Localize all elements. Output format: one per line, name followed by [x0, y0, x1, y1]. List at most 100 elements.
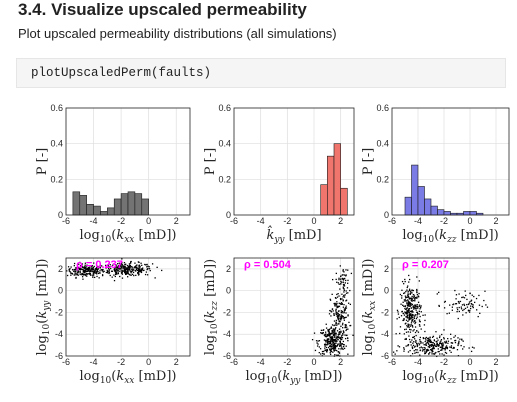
scatter-point: [332, 351, 334, 353]
scatter-point: [338, 277, 340, 279]
scatter-point: [130, 266, 133, 268]
scatter-point: [92, 275, 94, 277]
scatter-point: [414, 352, 416, 354]
scatter-point: [120, 268, 122, 270]
scatter-point: [465, 294, 467, 297]
scatter-point: [335, 334, 337, 336]
scatter-point: [316, 342, 318, 344]
scatter-point: [333, 330, 335, 332]
scatter-point: [450, 351, 452, 353]
scatter-point: [403, 348, 405, 350]
scatter-point: [440, 346, 442, 348]
scatter-point: [125, 272, 127, 274]
scatter-point: [432, 342, 434, 344]
scatter-point: [332, 341, 334, 344]
scatter-point: [344, 324, 346, 326]
scatter-point: [116, 273, 118, 275]
scatter-point: [75, 277, 77, 279]
scatter-point: [405, 337, 407, 340]
scatter-point: [335, 297, 337, 299]
scatter-point: [339, 345, 341, 347]
scatter-point: [471, 346, 474, 348]
scatter-point: [128, 263, 131, 265]
scatter-point: [422, 342, 424, 344]
scatter-point: [337, 354, 340, 356]
scatter-point: [428, 340, 431, 343]
scatter-point: [77, 271, 79, 273]
scatter-point: [154, 277, 156, 279]
scatter-point: [83, 274, 85, 276]
scatter-point: [325, 335, 327, 337]
scatter-point: [326, 340, 328, 342]
x-tick-label: 2: [338, 216, 343, 226]
scatter-point: [139, 271, 142, 273]
scatter-point: [136, 264, 138, 266]
scatter-point: [413, 341, 415, 343]
scatter-point: [419, 340, 421, 342]
scatter-point: [463, 346, 465, 348]
hist_kzz-panel: -6 -4 -2 0 2 0 0.2 0.4 0.6 log10(kzz [mD]) P [-]: [361, 103, 510, 245]
scatter-point: [66, 270, 68, 272]
scatter-point: [427, 346, 429, 348]
scatter-point: [138, 272, 140, 274]
scatter-point: [82, 273, 85, 275]
scatter-point: [407, 290, 409, 292]
scatter-point: [416, 288, 418, 291]
scatter-point: [339, 333, 341, 336]
scatter-point: [410, 344, 412, 346]
scatter-point: [410, 317, 413, 319]
scatter-point: [408, 301, 410, 303]
scatter-point: [396, 318, 398, 320]
scatter-point: [335, 319, 338, 322]
scatter-point: [336, 306, 338, 309]
scatter-point: [442, 345, 444, 347]
scatter-point: [410, 303, 412, 306]
scatter-point: [342, 322, 344, 324]
scatter-point: [408, 338, 411, 341]
scatter-point: [345, 279, 347, 282]
scatter-point: [458, 340, 460, 342]
scatter-point: [463, 304, 466, 307]
scatter-point: [344, 326, 346, 329]
scatter-point: [101, 270, 104, 272]
scatter-point: [336, 344, 339, 347]
scatter-point: [342, 274, 344, 276]
scatter-point: [161, 269, 163, 272]
scatter-point: [337, 343, 339, 345]
scatter-point: [124, 272, 127, 274]
scatter-point: [118, 266, 120, 268]
y-tick-label: 0.2: [376, 174, 389, 184]
scatter-point: [341, 303, 343, 305]
scatter-point: [321, 350, 324, 353]
scatter-point: [133, 274, 135, 277]
scatter-point: [479, 312, 481, 315]
x-axis-label: log10(kzz [mD]): [402, 369, 498, 386]
scatter-point: [339, 316, 342, 318]
scatter-point: [338, 323, 340, 325]
y-tick-label: 0.2: [218, 174, 231, 184]
scatter-point: [343, 308, 346, 310]
scatter-point: [418, 310, 421, 312]
scatter-point: [449, 346, 451, 348]
scatter-point: [472, 305, 474, 308]
scatter-point: [403, 305, 405, 307]
scatter-point: [437, 351, 439, 353]
scatter-point: [441, 353, 443, 355]
scatter-point: [434, 352, 436, 354]
scatter-point: [412, 308, 415, 310]
code-cell[interactable]: plotUpscaledPerm(faults): [16, 58, 506, 88]
scatter-point: [417, 307, 419, 309]
scatter-point: [343, 331, 345, 333]
y-tick-label: 0.4: [218, 139, 231, 149]
scatter-point: [121, 261, 123, 264]
scatter-point: [403, 283, 405, 285]
scatter-point: [404, 292, 406, 294]
scatter-point: [328, 333, 330, 336]
scatter-point: [326, 344, 328, 346]
scatter-point: [339, 278, 342, 280]
scatter-point: [329, 344, 331, 346]
scatter-point: [341, 337, 344, 339]
scatter-point: [99, 266, 101, 269]
scatter-point: [404, 299, 407, 301]
scatter-point: [407, 302, 410, 304]
